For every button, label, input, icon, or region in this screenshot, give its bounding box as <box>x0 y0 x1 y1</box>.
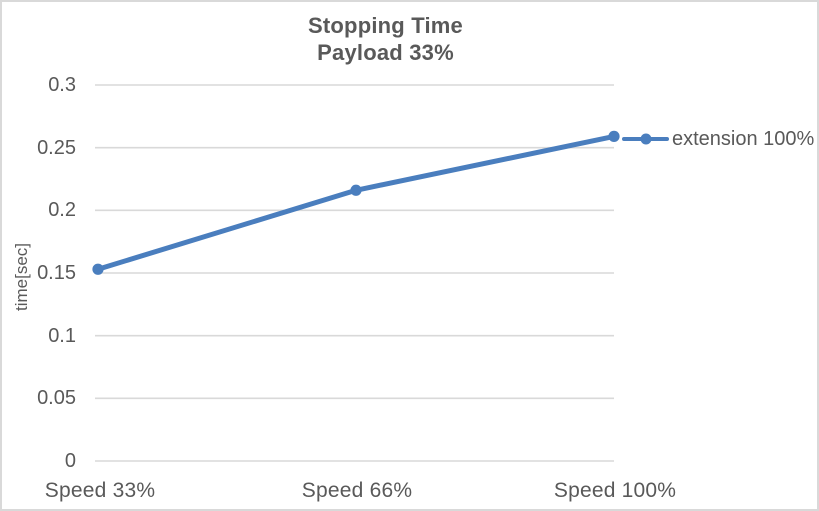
y-tick-label: 0.2 <box>48 199 76 222</box>
y-tick-label: 0.15 <box>37 262 76 284</box>
chart-title-line1: Stopping Time <box>308 13 463 38</box>
chart-title-line2: Payload 33% <box>317 40 454 65</box>
data-point-marker <box>92 263 104 275</box>
legend-line-marker-icon <box>622 133 669 145</box>
y-tick-label: 0 <box>64 450 76 472</box>
legend: extension 100% <box>622 126 814 152</box>
data-point-marker <box>608 130 620 142</box>
x-tick-label: Speed 33% <box>44 479 156 502</box>
legend-series-label: extension 100% <box>672 128 815 150</box>
y-tick-label: 0.1 <box>48 324 76 347</box>
legend-dot-icon <box>640 133 651 145</box>
x-tick-label: Speed 100% <box>553 479 677 502</box>
y-tick-label: 0.05 <box>37 387 76 410</box>
chart-title: Stopping Time Payload 33% <box>2 12 793 66</box>
y-tick-label: 0.3 <box>48 74 76 96</box>
data-point-marker <box>350 184 362 196</box>
x-tick-label: Speed 66% <box>301 479 413 502</box>
series-line <box>95 133 617 272</box>
y-tick-label: 0.25 <box>37 136 76 159</box>
